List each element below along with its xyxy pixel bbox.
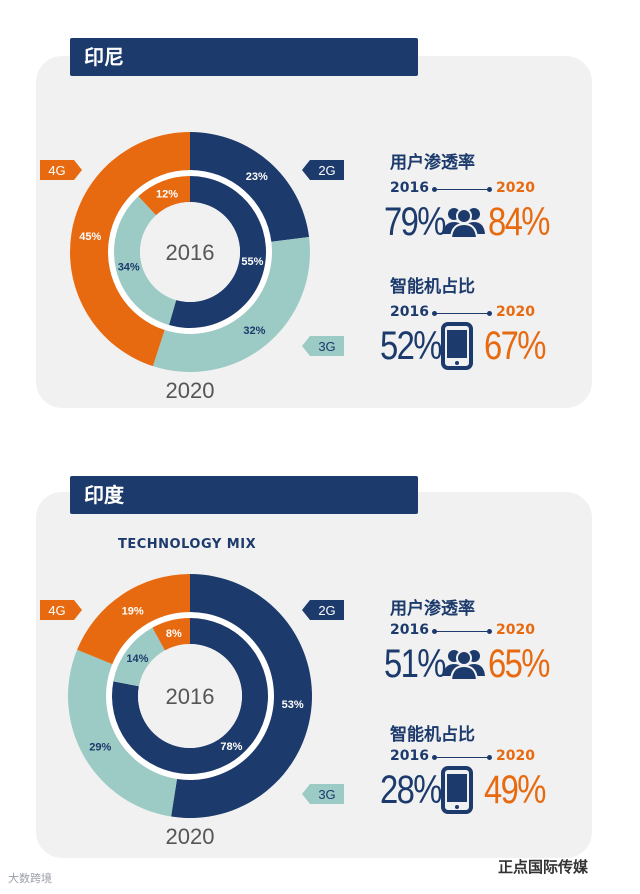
inner-slice-3G xyxy=(113,196,177,326)
outer-slice-label: 45% xyxy=(79,231,101,243)
outer-slice-label: 23% xyxy=(246,171,268,183)
smartphone-stat-indonesia: 智能机占比 2016 2020 52% 67% xyxy=(380,272,564,382)
value-from: 28% xyxy=(380,768,442,812)
legend-4G: 4G xyxy=(40,160,82,180)
svg-text:4G: 4G xyxy=(48,603,65,618)
inner-slice-2G xyxy=(169,176,266,328)
outer-slice-label: 19% xyxy=(122,605,144,617)
svg-text:2G: 2G xyxy=(318,163,335,178)
donut-chart-india: 53% 29% 19% 78% 14% 8% 2016 2020 2G 3G 4G xyxy=(40,574,344,849)
svg-text:2G: 2G xyxy=(318,603,335,618)
year-to: 2020 xyxy=(496,748,535,764)
value-to: 49% xyxy=(484,768,546,812)
svg-text:3G: 3G xyxy=(318,339,335,354)
smartphone-label: 智能机占比 xyxy=(390,725,475,745)
svg-text:4G: 4G xyxy=(48,163,65,178)
year-from: 2016 xyxy=(390,180,429,196)
inner-slice-label: 78% xyxy=(220,741,242,753)
users-label: 用户渗透率 xyxy=(390,153,475,173)
donut-center xyxy=(138,644,242,748)
inner-slice-4G xyxy=(152,618,190,651)
inner-slice-label: 55% xyxy=(241,256,263,268)
technology-mix-subtitle: TECHNOLOGY MIX xyxy=(118,537,257,552)
center-year-label: 2016 xyxy=(166,684,215,709)
watermark-left: 大数跨境 xyxy=(8,872,52,885)
outer-slice-3G xyxy=(152,236,310,372)
donut-chart-indonesia: 23% 32% 45% 55% 34% 12% 2016 2020 2G 3G 4G xyxy=(40,132,344,403)
outer-slice-2G xyxy=(171,574,313,818)
center-year-label: 2016 xyxy=(166,240,215,265)
smartphone-icon xyxy=(441,766,473,814)
value-to: 65% xyxy=(488,642,550,686)
value-from: 79% xyxy=(384,200,446,244)
inner-slice-label: 12% xyxy=(156,188,178,200)
outer-slice-4G xyxy=(77,574,190,665)
legend-2G: 2G xyxy=(302,600,344,620)
year-connector xyxy=(432,187,492,192)
users-stat-india: 用户渗透率 2016 2020 51% 65% xyxy=(384,594,564,704)
value-to: 67% xyxy=(484,324,546,368)
watermark-right: 正点国际传媒 xyxy=(498,858,589,876)
value-from: 51% xyxy=(384,642,446,686)
smartphone-icon xyxy=(441,322,473,370)
outer-slice-label: 53% xyxy=(282,699,304,711)
year-from: 2016 xyxy=(390,748,429,764)
inner-slice-4G xyxy=(138,176,190,216)
users-stat-indonesia: 用户渗透率 2016 2020 79% 84% xyxy=(384,148,564,258)
year-connector xyxy=(432,755,492,760)
legend-3G: 3G xyxy=(302,784,344,804)
legend-2G: 2G xyxy=(302,160,344,180)
outer-slice-3G xyxy=(68,649,177,817)
year-connector xyxy=(432,629,492,634)
year-from: 2016 xyxy=(390,304,429,320)
inner-slice-2G xyxy=(112,618,268,774)
section-title-indonesia: 印尼 xyxy=(70,38,418,76)
year-from: 2016 xyxy=(390,622,429,638)
outer-slice-label: 29% xyxy=(89,742,111,754)
users-icon xyxy=(443,650,485,681)
year-to: 2020 xyxy=(496,304,535,320)
users-label: 用户渗透率 xyxy=(390,599,475,619)
year-to: 2020 xyxy=(496,180,535,196)
year-connector xyxy=(432,311,492,316)
inner-slice-label: 14% xyxy=(126,653,148,665)
year-to: 2020 xyxy=(496,622,535,638)
outer-slice-2G xyxy=(190,132,310,242)
outer-year-label: 2020 xyxy=(166,824,215,849)
users-icon xyxy=(443,208,485,239)
donut-center xyxy=(140,202,240,302)
section-title-india: 印度 xyxy=(70,476,418,514)
inner-slice-label: 34% xyxy=(118,262,140,274)
smartphone-stat-india: 智能机占比 2016 2020 28% 49% xyxy=(380,720,564,830)
value-from: 52% xyxy=(380,324,442,368)
inner-slice-label: 8% xyxy=(166,628,182,640)
value-to: 84% xyxy=(488,200,550,244)
svg-text:3G: 3G xyxy=(318,787,335,802)
outer-year-label: 2020 xyxy=(166,378,215,403)
smartphone-label: 智能机占比 xyxy=(390,277,475,297)
legend-4G: 4G xyxy=(40,600,82,620)
inner-slice-3G xyxy=(113,627,165,687)
outer-slice-label: 32% xyxy=(243,325,265,337)
legend-3G: 3G xyxy=(302,336,344,356)
outer-slice-4G xyxy=(69,132,190,367)
